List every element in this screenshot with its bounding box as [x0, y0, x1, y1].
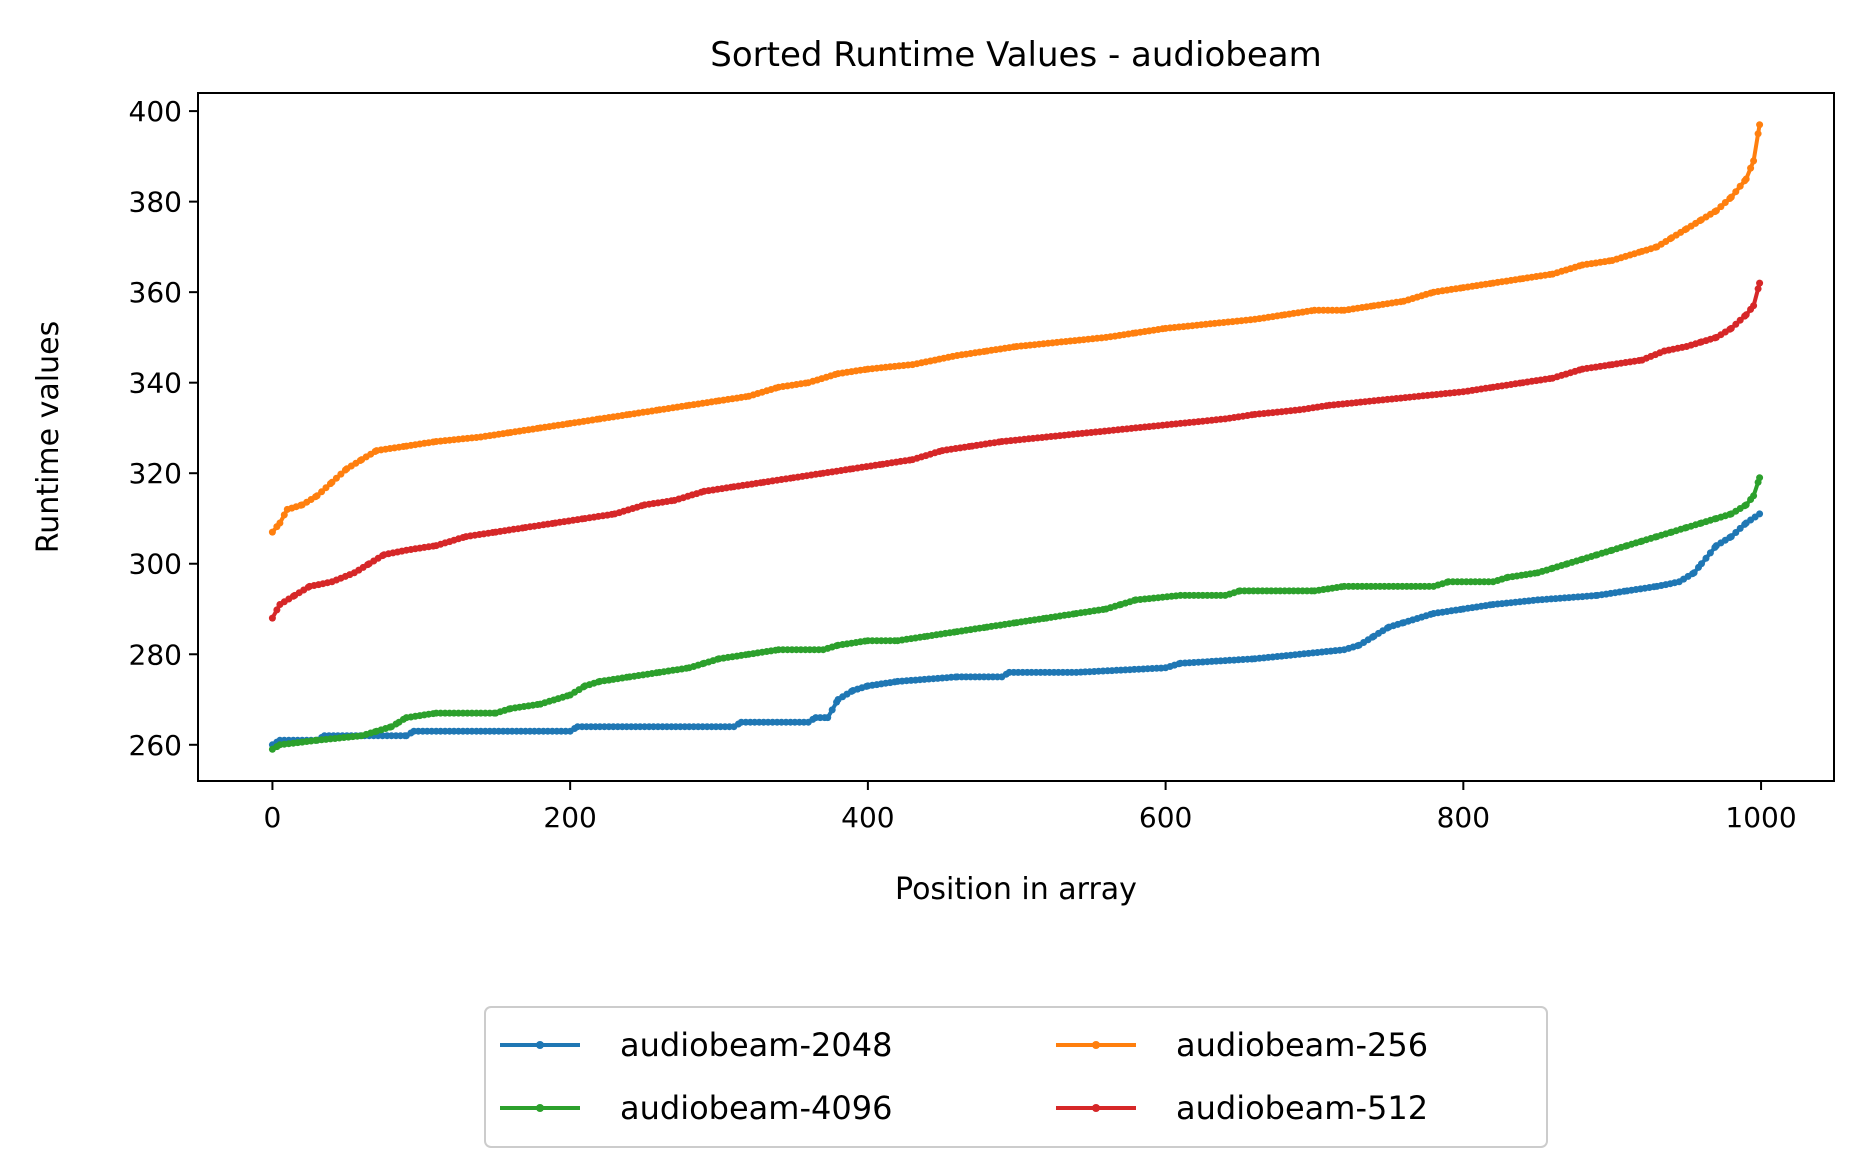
chart-title: Sorted Runtime Values - audiobeam: [710, 35, 1321, 75]
data-point: [1702, 554, 1710, 562]
y-tick-label: 340: [129, 367, 182, 400]
data-point: [1754, 130, 1762, 138]
y-axis-label: Runtime values: [31, 321, 66, 553]
legend-label: audiobeam-256: [1176, 1026, 1428, 1064]
y-tick-label: 320: [129, 457, 182, 490]
legend-label: audiobeam-2048: [620, 1026, 892, 1064]
legend-marker: [536, 1041, 544, 1049]
data-point: [1750, 302, 1758, 310]
data-point: [1747, 164, 1755, 172]
x-tick-label: 200: [543, 801, 596, 834]
data-point: [1732, 320, 1740, 328]
y-tick-label: 260: [129, 729, 182, 762]
data-point: [1727, 193, 1735, 201]
series-line: [270, 124, 1762, 534]
legend-item: audiobeam-2048: [500, 1026, 892, 1064]
data-point: [1754, 285, 1762, 293]
y-tick-label: 280: [129, 638, 182, 671]
x-tick-label: 0: [264, 801, 282, 834]
data-point: [1742, 311, 1750, 319]
data-point: [1712, 207, 1720, 215]
data-point: [1690, 569, 1698, 577]
data-point: [268, 528, 276, 536]
series-audiobeam-4096: [268, 474, 1764, 753]
series-audiobeam-512: [268, 279, 1764, 622]
series-line: [271, 477, 1762, 752]
data-point: [1756, 279, 1764, 287]
data-point: [328, 478, 336, 486]
legend-label: audiobeam-512: [1176, 1089, 1428, 1127]
y-axis: 260 280 300 320 340 360 380 400: [129, 95, 198, 762]
data-point: [322, 484, 330, 492]
data-point: [1732, 529, 1740, 536]
data-point: [1742, 175, 1750, 183]
data-point: [1736, 316, 1744, 324]
data-point: [280, 511, 288, 519]
data-point: [1727, 324, 1735, 332]
legend-item: audiobeam-4096: [500, 1089, 892, 1127]
legend-marker: [536, 1104, 544, 1112]
series-audiobeam-256: [268, 121, 1764, 536]
data-point: [337, 470, 345, 478]
x-axis: 0 200 400 600 800 1000: [264, 781, 1797, 834]
data-point: [332, 474, 340, 482]
data-point: [1706, 549, 1714, 557]
data-point: [1750, 492, 1758, 500]
series-audiobeam-2048: [268, 510, 1764, 749]
data-point: [1721, 199, 1729, 206]
data-point: [1736, 182, 1744, 190]
legend-item: audiobeam-512: [1056, 1089, 1428, 1127]
x-tick-label: 800: [1437, 801, 1490, 834]
plot-area: [268, 121, 1764, 753]
data-point: [318, 488, 326, 496]
y-tick-label: 360: [129, 276, 182, 309]
legend-label: audiobeam-4096: [620, 1089, 892, 1127]
data-point: [313, 492, 321, 500]
data-point: [1756, 474, 1764, 482]
x-tick-label: 400: [841, 801, 894, 834]
data-point: [1727, 533, 1735, 541]
data-point: [268, 614, 276, 622]
y-tick-label: 380: [129, 186, 182, 219]
data-point: [276, 519, 284, 527]
legend-marker: [1092, 1104, 1100, 1112]
legend-marker: [1092, 1041, 1100, 1049]
y-tick-label: 400: [129, 95, 182, 128]
data-point: [273, 606, 281, 614]
legend-item: audiobeam-256: [1056, 1026, 1428, 1064]
data-point: [1698, 560, 1705, 568]
x-tick-label: 1000: [1725, 801, 1796, 834]
data-point: [1756, 510, 1764, 518]
y-tick-label: 300: [129, 548, 182, 581]
data-point: [828, 706, 836, 714]
x-axis-label: Position in array: [895, 872, 1137, 907]
legend-frame: [484, 1006, 1548, 1148]
legend: audiobeam-2048 audiobeam-256 audiobeam-409…: [484, 1006, 1548, 1148]
data-point: [824, 714, 832, 722]
x-tick-label: 600: [1139, 801, 1192, 834]
data-point: [1750, 157, 1758, 165]
series-line: [270, 282, 1762, 620]
data-point: [1717, 203, 1725, 211]
data-point: [1732, 188, 1740, 196]
data-point: [1736, 524, 1744, 532]
plot-frame: [197, 92, 1835, 782]
data-point: [1742, 501, 1750, 509]
data-point: [1756, 121, 1764, 129]
